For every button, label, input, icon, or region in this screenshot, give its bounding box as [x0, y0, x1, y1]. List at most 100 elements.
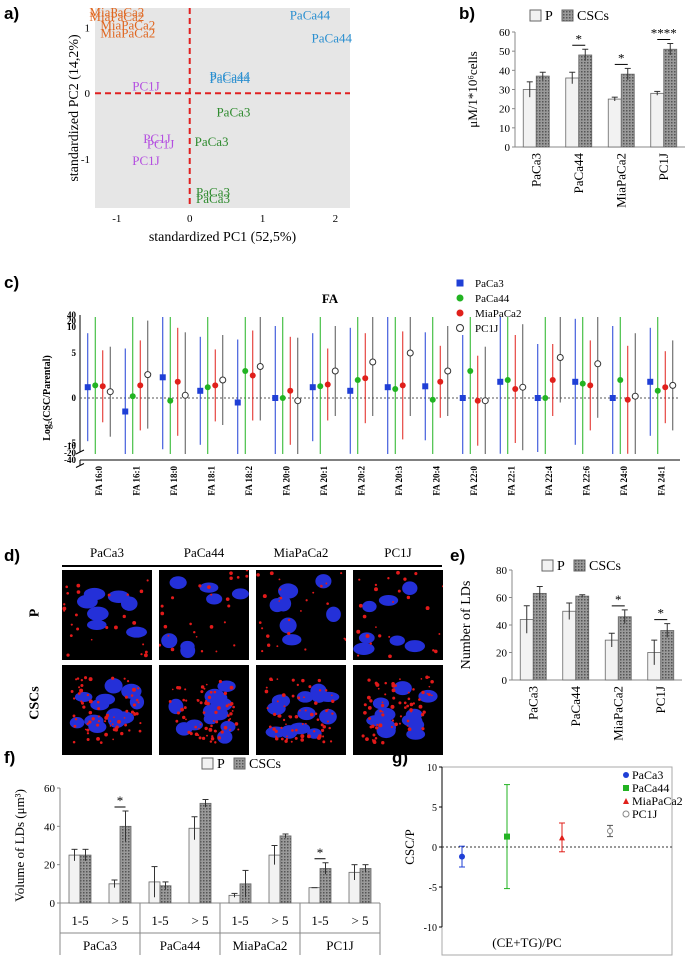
- lipid-droplet: [204, 699, 208, 703]
- data-point: [481, 397, 489, 405]
- lipid-droplet: [379, 709, 382, 713]
- lipid-droplet: [97, 707, 101, 711]
- lipid-droplet: [206, 701, 210, 706]
- x-tick-label: 2: [333, 213, 339, 225]
- lipid-droplet: [387, 577, 390, 580]
- lipid-droplet: [404, 706, 407, 709]
- category-label: PaCa44: [571, 153, 586, 194]
- data-point: [662, 384, 669, 391]
- lipid-droplet: [291, 694, 295, 698]
- lipid-droplet: [278, 714, 282, 718]
- category-label: FA 22:4: [544, 466, 554, 496]
- panel-label-a: a): [4, 4, 20, 23]
- lipid-droplet: [267, 643, 271, 647]
- category-label: FA 16:1: [131, 466, 141, 496]
- lipid-droplet: [189, 732, 193, 736]
- point-label: PaCa3: [216, 105, 250, 120]
- lipid-droplet: [213, 729, 217, 733]
- lipid-droplet: [74, 717, 78, 721]
- lipid-droplet: [308, 685, 312, 689]
- lipid-droplet: [327, 720, 329, 723]
- lipid-droplet: [65, 585, 69, 589]
- lipid-droplet: [378, 634, 382, 638]
- category-label: PC1J: [653, 686, 668, 713]
- legend-label: PaCa3: [475, 278, 504, 290]
- lipid-droplet: [283, 705, 286, 708]
- lipid-droplet: [271, 678, 274, 682]
- bar-chart-f: 0 20 40 60 1-5 * > 5 1-5 > 5 1-5 > 5 * 1-5 > 5 PaCa3 Pa…: [12, 757, 381, 955]
- category-label: > 5: [191, 913, 208, 928]
- lipid-droplet: [418, 698, 421, 701]
- point-label: PC1J: [132, 153, 159, 168]
- data-point: [324, 381, 331, 388]
- nucleus: [210, 697, 233, 712]
- lipid-droplet: [109, 720, 112, 723]
- lipid-droplet: [331, 694, 333, 697]
- lipid-droplet: [209, 740, 213, 743]
- lipid-droplet: [305, 722, 307, 725]
- panel-label-b: b): [459, 4, 476, 23]
- nucleus: [217, 730, 233, 744]
- lipid-droplet: [227, 719, 231, 722]
- lipid-droplet: [229, 703, 233, 707]
- point-label: MiaPaCa2: [89, 4, 144, 19]
- legend-label-p: P: [217, 757, 225, 772]
- nucleus: [402, 581, 418, 596]
- y-axis-label: Log₂(CSC/Parental): [42, 355, 53, 441]
- lipid-droplet: [213, 690, 217, 694]
- panel-label-f: f): [4, 748, 16, 767]
- lipid-droplet: [312, 591, 315, 594]
- nucleus: [180, 643, 196, 658]
- micrograph-cscs: [353, 665, 443, 755]
- legend-label-cscs: CSCs: [577, 9, 609, 24]
- panel-label-e: e): [450, 546, 466, 565]
- point-label: PC1J: [147, 137, 174, 152]
- lipid-droplet: [328, 726, 331, 730]
- nucleus: [275, 595, 292, 612]
- lipid-droplet: [96, 736, 100, 741]
- nucleus: [326, 606, 341, 623]
- data-point: [181, 391, 189, 399]
- y-tick-label: -5: [429, 883, 437, 894]
- category-label: MiaPaCa2: [613, 153, 628, 208]
- lipid-droplet: [275, 735, 278, 738]
- bar: [522, 89, 537, 148]
- point-label: PaCa44: [210, 69, 251, 84]
- bar: [607, 98, 622, 148]
- data-point: [504, 833, 510, 840]
- legend-label-p: P: [545, 9, 553, 24]
- y-tick-label: 20: [499, 104, 511, 116]
- lipid-droplet: [274, 729, 278, 733]
- category-label: MiaPaCa2: [610, 686, 625, 741]
- data-point: [429, 396, 436, 403]
- data-point: [559, 834, 565, 841]
- scatter-chart-g: 10 5 0 -5 -10 CSC/P (CE+TG)/PC PaCa3PaCa44MiaPa…: [402, 763, 683, 956]
- lipid-droplet: [362, 614, 367, 619]
- y-axis-label: Number of LDs: [459, 581, 474, 670]
- bar: [535, 75, 550, 148]
- significance-mark: *: [576, 31, 583, 46]
- legend-label-p: P: [557, 559, 565, 574]
- lipid-droplet: [111, 676, 115, 680]
- bar: [199, 802, 212, 904]
- lipid-droplet: [366, 695, 371, 700]
- lipid-droplet: [210, 724, 213, 728]
- lipid-droplet: [63, 603, 66, 606]
- data-point: [272, 395, 279, 401]
- lipid-droplet: [200, 690, 204, 694]
- lipid-droplet: [90, 638, 93, 641]
- nucleus: [121, 683, 142, 699]
- data-point: [287, 387, 294, 394]
- lipid-droplet: [84, 676, 88, 680]
- data-point: [406, 349, 414, 357]
- lipid-droplet: [138, 729, 142, 733]
- y-tick-label: 5: [72, 348, 77, 358]
- micrograph-p: [159, 570, 249, 660]
- lipid-droplet: [73, 724, 77, 728]
- lipid-droplet: [215, 650, 218, 653]
- lipid-droplet: [368, 717, 372, 720]
- lipid-droplet: [285, 737, 289, 741]
- category-label: PaCa3: [525, 686, 540, 720]
- lipid-droplet: [261, 649, 264, 653]
- lipid-droplet: [234, 722, 239, 726]
